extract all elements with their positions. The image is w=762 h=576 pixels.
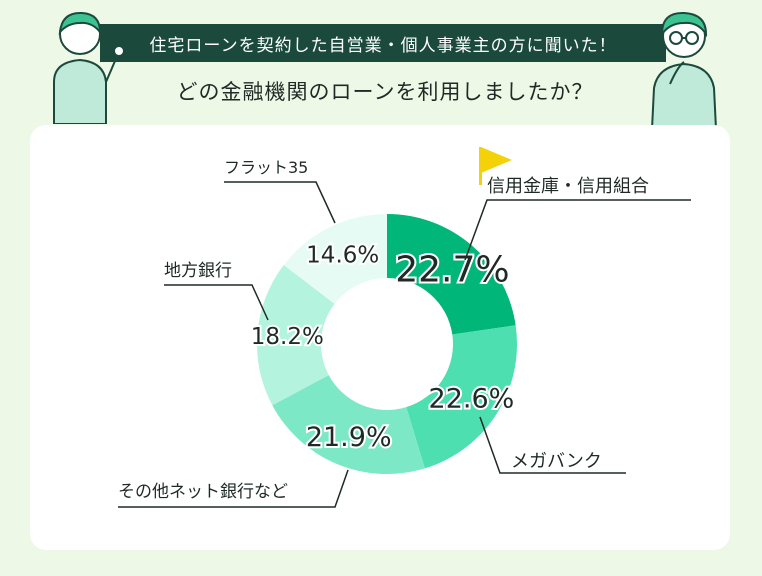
person-right-illustration [650, 11, 718, 129]
callout-line-1 [464, 199, 691, 261]
slice-value-label-1: 22.7% [395, 249, 509, 290]
callout-line-4 [164, 284, 269, 321]
survey-banner: 住宅ローンを契約した自営業・個人事業主の方に聞いた！ [100, 24, 666, 62]
slice-value-label-2: 22.6% [429, 383, 515, 414]
slice-value-label-3: 21.9% [306, 422, 392, 453]
slice-value-label-5: 14.6% [306, 243, 379, 269]
donut-slice-3 [272, 375, 425, 474]
category-label-5: フラット35 [224, 158, 308, 177]
category-label-4: 地方銀行 [164, 261, 232, 281]
callout-line-5 [224, 181, 336, 224]
category-label-1: 信用金庫・信用組合 [487, 176, 649, 197]
callout-line-3 [118, 469, 349, 508]
chart-card: 22.7% 22.6% 21.9% 18.2% 14.6% 信用金庫・信用組合メガバンクそ… [30, 125, 730, 550]
donut-slice-2 [406, 325, 517, 469]
donut-slice-5 [283, 214, 387, 304]
donut-slice-4 [257, 264, 335, 406]
callout-line-2 [479, 416, 626, 474]
donut-chart: 22.7% 22.6% 21.9% 18.2% 14.6% 信用金庫・信用組合メガバンクそ… [118, 147, 691, 508]
person-left-illustration [53, 11, 125, 124]
slice-value-label-4: 18.2% [251, 324, 324, 350]
category-label-3: その他ネット銀行など [118, 482, 288, 502]
flag-icon [479, 147, 512, 185]
category-label-2: メガバンク [511, 451, 602, 472]
question-title: どの金融機関のローンを利用しましたか？ [176, 80, 594, 104]
donut-slice-1 [387, 214, 516, 335]
